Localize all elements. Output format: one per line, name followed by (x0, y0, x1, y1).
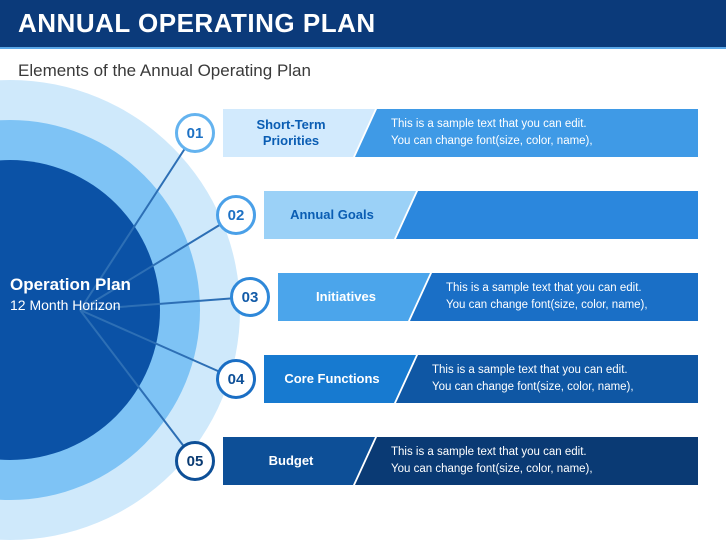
element-label-text: Core Functions (284, 371, 379, 387)
number-badge: 02 (216, 195, 256, 235)
element-row: 03 Initiatives This is a sample text that … (0, 267, 726, 327)
number-badge: 01 (175, 113, 215, 153)
element-label-text: Initiatives (316, 289, 376, 305)
desc-line-2: You can change font(size, color, name), (391, 461, 684, 478)
element-description: This is a sample text that you can edit.… (355, 437, 698, 485)
desc-line-1: This is a sample text that you can edit. (432, 362, 684, 379)
number-badge-text: 03 (242, 289, 259, 306)
diagram-canvas: Operation Plan 12 Month Horizon 01Short-… (0, 85, 726, 535)
header-bar: ANNUAL OPERATING PLAN (0, 0, 726, 49)
element-label-text: Short-Term Priorities (233, 117, 349, 148)
desc-line-1: This is a sample text that you can edit. (446, 280, 684, 297)
element-label: Core Functions (264, 355, 416, 403)
element-description (396, 191, 698, 239)
element-row: 05 Budget This is a sample text that you c… (0, 431, 726, 491)
element-label: Initiatives (278, 273, 430, 321)
desc-line-1: This is a sample text that you can edit. (391, 444, 684, 461)
element-label-text: Annual Goals (290, 207, 374, 223)
element-description: This is a sample text that you can edit.… (355, 109, 698, 157)
desc-line-2: You can change font(size, color, name), (391, 133, 684, 150)
element-description: This is a sample text that you can edit.… (410, 273, 698, 321)
number-badge-text: 05 (187, 453, 204, 470)
number-badge: 05 (175, 441, 215, 481)
desc-line-1: This is a sample text that you can edit. (391, 116, 684, 133)
element-row: 01Short-Term PrioritiesThis is a sample … (0, 103, 726, 163)
number-badge-text: 02 (228, 207, 245, 224)
number-badge: 04 (216, 359, 256, 399)
desc-line-2: You can change font(size, color, name), (432, 379, 684, 396)
element-description: This is a sample text that you can edit.… (396, 355, 698, 403)
number-badge: 03 (230, 277, 270, 317)
subtitle: Elements of the Annual Operating Plan (0, 49, 726, 85)
element-label: Annual Goals (264, 191, 416, 239)
element-row: 04 Core Functions This is a sample text th… (0, 349, 726, 409)
element-label: Budget (223, 437, 375, 485)
number-badge-text: 04 (228, 371, 245, 388)
desc-line-2: You can change font(size, color, name), (446, 297, 684, 314)
page-title: ANNUAL OPERATING PLAN (18, 8, 708, 39)
element-row: 02 Annual Goals (0, 185, 726, 245)
number-badge-text: 01 (187, 125, 204, 142)
element-label: Short-Term Priorities (223, 109, 375, 157)
element-label-text: Budget (269, 453, 314, 469)
